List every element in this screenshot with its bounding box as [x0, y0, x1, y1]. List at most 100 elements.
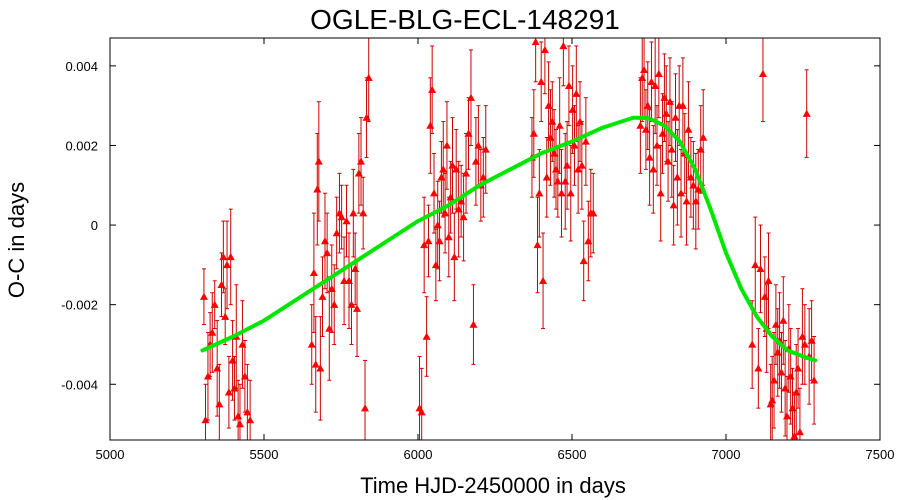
data-point [364, 73, 373, 82]
data-point [320, 236, 329, 245]
data-point [551, 165, 560, 173]
x-tick-label: 6000 [404, 447, 433, 462]
y-tick-label: -0.004 [61, 377, 98, 392]
data-point [318, 292, 327, 300]
chart-title: OGLE-BLG-ECL-148291 [310, 4, 620, 35]
data-point [309, 268, 318, 277]
data-point [353, 304, 362, 312]
x-axis: 5000 5500 6000 6500 7000 7500 [96, 38, 895, 462]
data-point [208, 328, 217, 336]
data-point [570, 141, 579, 149]
data-point [568, 105, 577, 113]
y-tick-label: 0 [91, 218, 98, 233]
data-point [359, 209, 368, 217]
data-point [424, 236, 433, 245]
data-point [342, 217, 351, 225]
data-point [579, 256, 588, 265]
data-point [417, 408, 426, 416]
data-point [217, 280, 226, 288]
data-point [435, 236, 444, 245]
data-point [589, 209, 598, 217]
data-point [223, 260, 232, 269]
data-point [221, 312, 230, 320]
data-point [437, 173, 446, 181]
data-point [215, 400, 224, 408]
data-point [311, 360, 320, 368]
data-point [431, 260, 440, 269]
x-tick-label: 7000 [712, 447, 741, 462]
data-point [682, 197, 691, 205]
data-point [428, 85, 437, 93]
data-point [794, 364, 803, 372]
data-point [539, 276, 548, 284]
data-point [430, 189, 439, 197]
data-point [581, 137, 590, 145]
data-point [466, 93, 475, 101]
data-point [210, 300, 219, 308]
data-point [653, 141, 662, 149]
data-point [351, 264, 360, 273]
data-point [537, 77, 546, 85]
data-point [669, 201, 678, 209]
data-point [649, 165, 658, 173]
data-point [779, 316, 788, 324]
plot-area [199, 37, 819, 441]
data-point [810, 376, 819, 384]
data-point [448, 161, 457, 169]
data-point [544, 101, 553, 109]
data-point [658, 129, 667, 137]
plot-frame [109, 37, 881, 441]
data-point [422, 332, 431, 340]
data-point [307, 340, 316, 348]
data-point [316, 364, 325, 372]
data-point [313, 185, 322, 193]
data-point [677, 189, 686, 197]
x-tick-label: 5000 [96, 447, 125, 462]
x-tick-label: 6500 [558, 447, 587, 462]
data-point [533, 240, 542, 249]
data-point [314, 157, 323, 165]
data-point [557, 189, 566, 197]
data-point [770, 376, 779, 384]
data-point [678, 101, 687, 109]
data-point [226, 252, 235, 261]
data-point [228, 356, 237, 364]
data-point [651, 81, 660, 89]
data-point [802, 109, 811, 117]
x-axis-label: Time HJD-2450000 in days [360, 473, 626, 498]
data-point [361, 404, 370, 412]
data-point [553, 177, 562, 185]
data-point [531, 37, 540, 46]
points-layer [199, 37, 819, 441]
data-point [203, 372, 212, 380]
data-point [684, 125, 693, 133]
data-point [362, 113, 371, 121]
data-point [540, 45, 549, 54]
y-axis-label: O-C in days [4, 182, 29, 298]
x-tick-label: 7500 [866, 447, 895, 462]
data-point [764, 276, 773, 284]
data-point [781, 384, 790, 392]
data-point [754, 364, 763, 372]
y-tick-label: 0.002 [65, 138, 98, 153]
data-point [219, 252, 228, 261]
data-point [199, 292, 208, 300]
data-point [442, 141, 451, 149]
data-point [426, 121, 435, 129]
data-point [535, 189, 544, 197]
data-point [795, 428, 804, 436]
data-point [555, 121, 564, 129]
data-point [788, 404, 797, 412]
data-point [354, 169, 363, 177]
data-point [577, 161, 586, 169]
data-point [548, 117, 557, 125]
data-point [439, 165, 448, 173]
data-point [450, 252, 459, 261]
data-point [782, 412, 791, 420]
data-point [662, 109, 671, 117]
data-point [667, 145, 676, 153]
data-point [459, 213, 468, 221]
data-point [420, 240, 429, 249]
data-point [748, 340, 757, 348]
